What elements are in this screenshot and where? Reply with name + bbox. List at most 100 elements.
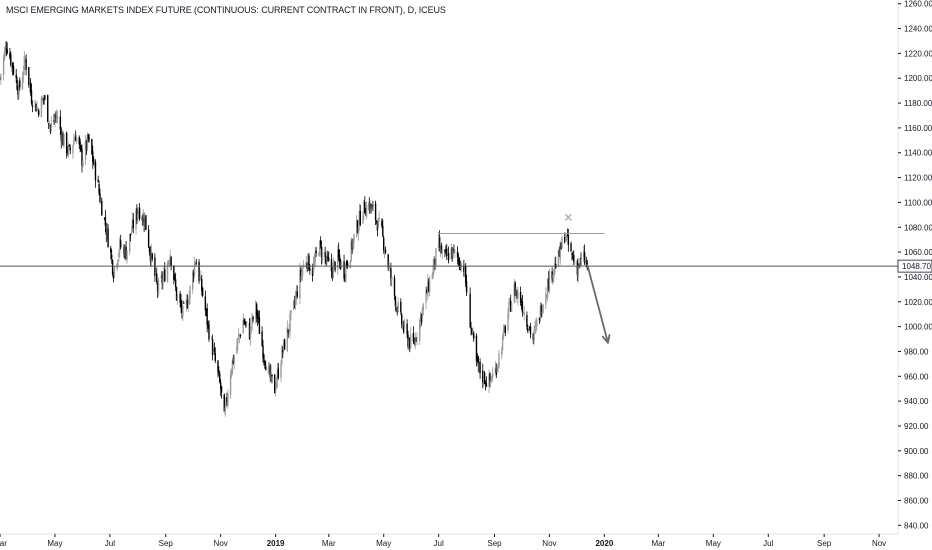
candle-body-down	[413, 341, 416, 344]
candle-body-up	[250, 326, 252, 328]
plot-area[interactable]	[0, 41, 588, 417]
candle-body-up	[557, 250, 560, 266]
candle-body-up	[352, 239, 354, 249]
candle-body-down	[94, 161, 97, 181]
candle-body-down	[394, 296, 397, 307]
candle-body-down	[444, 250, 446, 252]
candle-body-up	[288, 329, 290, 331]
candle-body-down	[219, 373, 221, 383]
candle-body-down	[104, 217, 107, 226]
candle-body-down	[346, 261, 348, 266]
candle-body-down	[390, 268, 392, 279]
price-tick-label: 1140.00	[904, 149, 932, 158]
candle-body-down	[88, 137, 90, 139]
candle-body-up	[389, 268, 391, 269]
candle-body-up	[582, 251, 585, 258]
candle-body-down	[245, 321, 247, 324]
candle-body-down	[540, 305, 543, 316]
time-axis[interactable]: Mar May Jul Sep Nov 2019 Mar May Jul Sep Nov 2020 Ma…	[0, 534, 886, 548]
candle-body-up	[34, 101, 36, 105]
candle-body-down	[232, 358, 234, 364]
candle-body-down	[173, 265, 175, 280]
candle-body-up	[75, 137, 78, 142]
candle-body-up	[391, 276, 393, 280]
candle-body-down	[469, 293, 471, 328]
candle-body-down	[170, 256, 172, 266]
candle-body-down	[309, 268, 311, 271]
candle-body-down	[29, 82, 32, 93]
candle-body-down	[175, 287, 178, 300]
candle-body-down	[208, 324, 210, 340]
candle-body-up	[561, 237, 563, 248]
candle-body-up	[408, 340, 410, 349]
candle-body-down	[409, 337, 411, 348]
arrow-shaft	[586, 263, 609, 344]
candle-body-down	[154, 257, 156, 276]
candle-body-up	[283, 339, 285, 351]
arrow-head	[607, 333, 611, 344]
candle-body-up	[0, 74, 2, 79]
candle-body-down	[471, 328, 473, 332]
candle-body-up	[321, 250, 324, 261]
price-tick-label: 1160.00	[904, 124, 932, 133]
candle-body-up	[142, 215, 144, 221]
candle-body-up	[500, 352, 503, 355]
candle-body-up	[299, 269, 301, 299]
candle-body-down	[265, 365, 267, 371]
candle-body-down	[256, 313, 259, 320]
candle-body-down	[269, 365, 271, 378]
down-arrow-icon[interactable]	[586, 263, 611, 344]
price-axis[interactable]: 1260.00 1240.00 1220.00 1200.00 1180.00 1160.…	[898, 0, 932, 530]
candle-body-down	[551, 271, 553, 280]
candle-body-up	[295, 290, 298, 300]
candle-body-up	[119, 239, 121, 252]
candle-body-up	[188, 296, 190, 305]
candle-body-up	[292, 300, 295, 309]
candle-body-up	[565, 234, 568, 240]
candle-body-up	[536, 320, 538, 327]
candle-body-down	[19, 80, 21, 88]
candle-body-down	[261, 331, 263, 346]
candle-body-up	[353, 234, 355, 243]
candle-body-up	[72, 145, 74, 154]
candle-body-down	[400, 301, 402, 313]
candle-body-up	[433, 256, 435, 268]
candle-body-up	[61, 134, 63, 144]
candle-body-up	[362, 216, 364, 224]
candle-body-down	[49, 125, 52, 128]
candle-body-down	[578, 263, 580, 267]
candle-body-down	[482, 370, 484, 383]
candle-body-up	[157, 279, 160, 295]
x-marker-icon[interactable]	[564, 213, 572, 221]
candle-body-down	[258, 317, 261, 334]
price-tick-label: 960.00	[904, 372, 929, 381]
candle-body-down	[296, 291, 298, 297]
candle-body-down	[147, 229, 150, 248]
price-tick-label: 900.00	[904, 447, 929, 456]
candle-body-up	[494, 367, 497, 373]
candle-body-up	[3, 50, 6, 60]
candle-body-down	[271, 374, 273, 377]
candle-body-up	[106, 227, 108, 234]
candle-body-down	[85, 140, 88, 150]
candle-body-up	[427, 279, 429, 297]
price-tick-label: 880.00	[904, 472, 929, 481]
candle-body-up	[584, 260, 587, 263]
candle-body-up	[397, 302, 399, 312]
price-tick-label: 1180.00	[904, 99, 932, 108]
candle-body-down	[148, 247, 151, 252]
candle-body-up	[523, 312, 525, 315]
candle-body-down	[149, 251, 152, 262]
candle-body-up	[255, 301, 257, 319]
candle-body-down	[346, 263, 349, 267]
candle-body-down	[337, 249, 340, 258]
candle-body-down	[264, 360, 266, 365]
candle-body-down	[495, 368, 497, 376]
candle-body-down	[5, 48, 8, 50]
candle-body-down	[527, 328, 529, 332]
candle-body-up	[466, 291, 469, 293]
candle-body-down	[220, 386, 223, 393]
candle-body-up	[510, 303, 513, 312]
time-tick-label: May	[47, 539, 62, 548]
